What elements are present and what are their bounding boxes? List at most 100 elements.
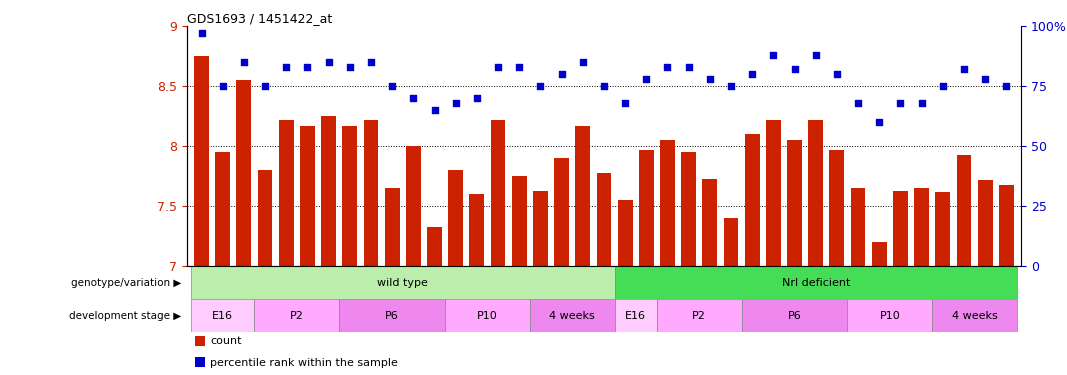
Bar <box>936 192 951 267</box>
Point <box>214 83 232 89</box>
Bar <box>575 126 590 267</box>
Text: GDS1693 / 1451422_at: GDS1693 / 1451422_at <box>187 12 332 25</box>
Bar <box>615 267 1017 299</box>
Point <box>935 83 952 89</box>
Point <box>680 64 697 70</box>
Bar <box>914 188 929 267</box>
Point <box>574 59 591 65</box>
Bar <box>618 200 633 267</box>
Bar <box>237 80 252 267</box>
Point <box>976 76 993 82</box>
Bar <box>639 150 654 267</box>
Bar <box>512 176 527 267</box>
Bar <box>809 120 823 267</box>
Bar <box>657 299 742 332</box>
Bar <box>723 218 738 267</box>
Point <box>404 95 421 101</box>
Bar <box>999 185 1014 267</box>
Text: 4 weeks: 4 weeks <box>952 310 998 321</box>
Point <box>998 83 1015 89</box>
Bar <box>893 191 908 267</box>
Bar <box>742 299 847 332</box>
Bar <box>427 227 442 267</box>
Text: E16: E16 <box>212 310 234 321</box>
Bar <box>448 170 463 267</box>
Point <box>193 30 210 36</box>
Point <box>320 59 337 65</box>
Bar <box>660 140 674 267</box>
Bar <box>745 134 760 267</box>
Bar <box>530 299 615 332</box>
Bar <box>847 299 933 332</box>
Point <box>659 64 676 70</box>
Point <box>363 59 380 65</box>
Text: 4 weeks: 4 weeks <box>550 310 595 321</box>
Point <box>595 83 612 89</box>
Point <box>490 64 507 70</box>
Point <box>617 100 634 106</box>
Text: wild type: wild type <box>378 278 428 288</box>
Bar <box>787 140 802 267</box>
Bar <box>216 152 230 267</box>
Bar <box>554 158 569 267</box>
Bar <box>615 299 657 332</box>
Text: development stage ▶: development stage ▶ <box>69 310 181 321</box>
Bar <box>195 357 205 368</box>
Point <box>955 66 972 72</box>
Point <box>828 71 845 77</box>
Bar <box>321 116 336 267</box>
Bar <box>491 120 506 267</box>
Bar <box>534 191 547 267</box>
Bar <box>300 126 315 267</box>
Bar <box>405 146 420 267</box>
Bar <box>850 188 865 267</box>
Point <box>807 52 824 58</box>
Bar <box>933 299 1017 332</box>
Bar <box>195 336 205 346</box>
Bar <box>257 170 272 267</box>
Bar <box>385 188 399 267</box>
Point <box>447 100 464 106</box>
Point <box>722 83 739 89</box>
Bar <box>191 267 615 299</box>
Text: P10: P10 <box>477 310 498 321</box>
Text: count: count <box>210 336 241 346</box>
Point <box>426 107 443 113</box>
Bar <box>872 242 887 267</box>
Point <box>638 76 655 82</box>
Bar <box>702 179 717 267</box>
Bar <box>681 152 696 267</box>
Point <box>849 100 866 106</box>
Bar <box>191 299 255 332</box>
Bar <box>956 155 971 267</box>
Point <box>701 76 718 82</box>
Point <box>511 64 528 70</box>
Bar <box>469 194 484 267</box>
Point <box>913 100 930 106</box>
Bar <box>255 299 339 332</box>
Point <box>744 71 761 77</box>
Point <box>531 83 548 89</box>
Bar <box>445 299 530 332</box>
Text: percentile rank within the sample: percentile rank within the sample <box>210 358 398 368</box>
Text: P6: P6 <box>787 310 801 321</box>
Bar <box>364 120 379 267</box>
Bar <box>977 180 992 267</box>
Bar <box>829 150 844 267</box>
Bar <box>339 299 445 332</box>
Point <box>277 64 294 70</box>
Point <box>786 66 803 72</box>
Text: E16: E16 <box>625 310 647 321</box>
Bar <box>194 56 209 267</box>
Point <box>765 52 782 58</box>
Text: P2: P2 <box>692 310 706 321</box>
Point <box>256 83 273 89</box>
Bar <box>596 173 611 267</box>
Bar <box>343 126 357 267</box>
Point <box>299 64 316 70</box>
Text: P10: P10 <box>879 310 901 321</box>
Bar <box>766 120 781 267</box>
Point <box>871 119 888 125</box>
Text: Nrl deficient: Nrl deficient <box>781 278 850 288</box>
Point <box>553 71 570 77</box>
